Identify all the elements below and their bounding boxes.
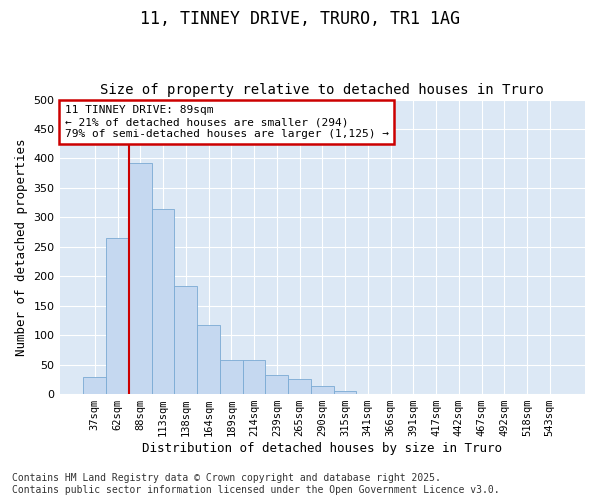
Bar [129, 162, 152, 394]
Bar [288, 380, 311, 394]
Bar [197, 324, 220, 394]
Bar [334, 391, 356, 394]
Bar [83, 377, 106, 394]
Bar [311, 386, 334, 394]
Title: Size of property relative to detached houses in Truro: Size of property relative to detached ho… [100, 83, 544, 97]
Y-axis label: Number of detached properties: Number of detached properties [15, 138, 28, 356]
Text: 11 TINNEY DRIVE: 89sqm
← 21% of detached houses are smaller (294)
79% of semi-de: 11 TINNEY DRIVE: 89sqm ← 21% of detached… [65, 106, 389, 138]
Bar [175, 286, 197, 394]
Bar [152, 208, 175, 394]
Text: Contains HM Land Registry data © Crown copyright and database right 2025.
Contai: Contains HM Land Registry data © Crown c… [12, 474, 500, 495]
Bar [242, 360, 265, 394]
Bar [220, 360, 242, 394]
X-axis label: Distribution of detached houses by size in Truro: Distribution of detached houses by size … [142, 442, 502, 455]
Bar [106, 238, 129, 394]
Text: 11, TINNEY DRIVE, TRURO, TR1 1AG: 11, TINNEY DRIVE, TRURO, TR1 1AG [140, 10, 460, 28]
Bar [265, 374, 288, 394]
